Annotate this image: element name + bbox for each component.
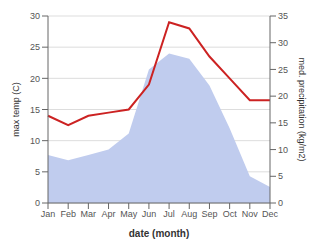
svg-text:max temp (C): max temp (C) [11, 82, 21, 137]
svg-text:Feb: Feb [60, 209, 76, 219]
svg-text:Oct: Oct [223, 209, 238, 219]
svg-text:May: May [120, 209, 138, 219]
svg-text:15: 15 [278, 118, 288, 128]
svg-text:Nov: Nov [242, 209, 259, 219]
svg-text:25: 25 [30, 42, 40, 52]
svg-text:0: 0 [35, 198, 40, 208]
svg-text:25: 25 [278, 65, 288, 75]
svg-text:15: 15 [30, 105, 40, 115]
svg-text:5: 5 [278, 171, 283, 181]
svg-text:Jul: Jul [163, 209, 175, 219]
svg-text:Jun: Jun [142, 209, 157, 219]
svg-text:Jan: Jan [41, 209, 56, 219]
svg-text:Sep: Sep [201, 209, 217, 219]
svg-text:10: 10 [30, 136, 40, 146]
svg-text:10: 10 [278, 145, 288, 155]
svg-text:30: 30 [30, 11, 40, 21]
svg-text:Dec: Dec [262, 209, 279, 219]
svg-text:Aug: Aug [181, 209, 197, 219]
svg-text:5: 5 [35, 167, 40, 177]
svg-text:20: 20 [30, 74, 40, 84]
svg-text:35: 35 [278, 11, 288, 21]
svg-text:med. precipitation (kg/m2): med. precipitation (kg/m2) [297, 57, 307, 161]
svg-text:30: 30 [278, 38, 288, 48]
svg-text:Mar: Mar [81, 209, 97, 219]
svg-text:Apr: Apr [102, 209, 116, 219]
svg-text:20: 20 [278, 91, 288, 101]
svg-text:date (month): date (month) [129, 228, 190, 239]
svg-text:0: 0 [278, 198, 283, 208]
